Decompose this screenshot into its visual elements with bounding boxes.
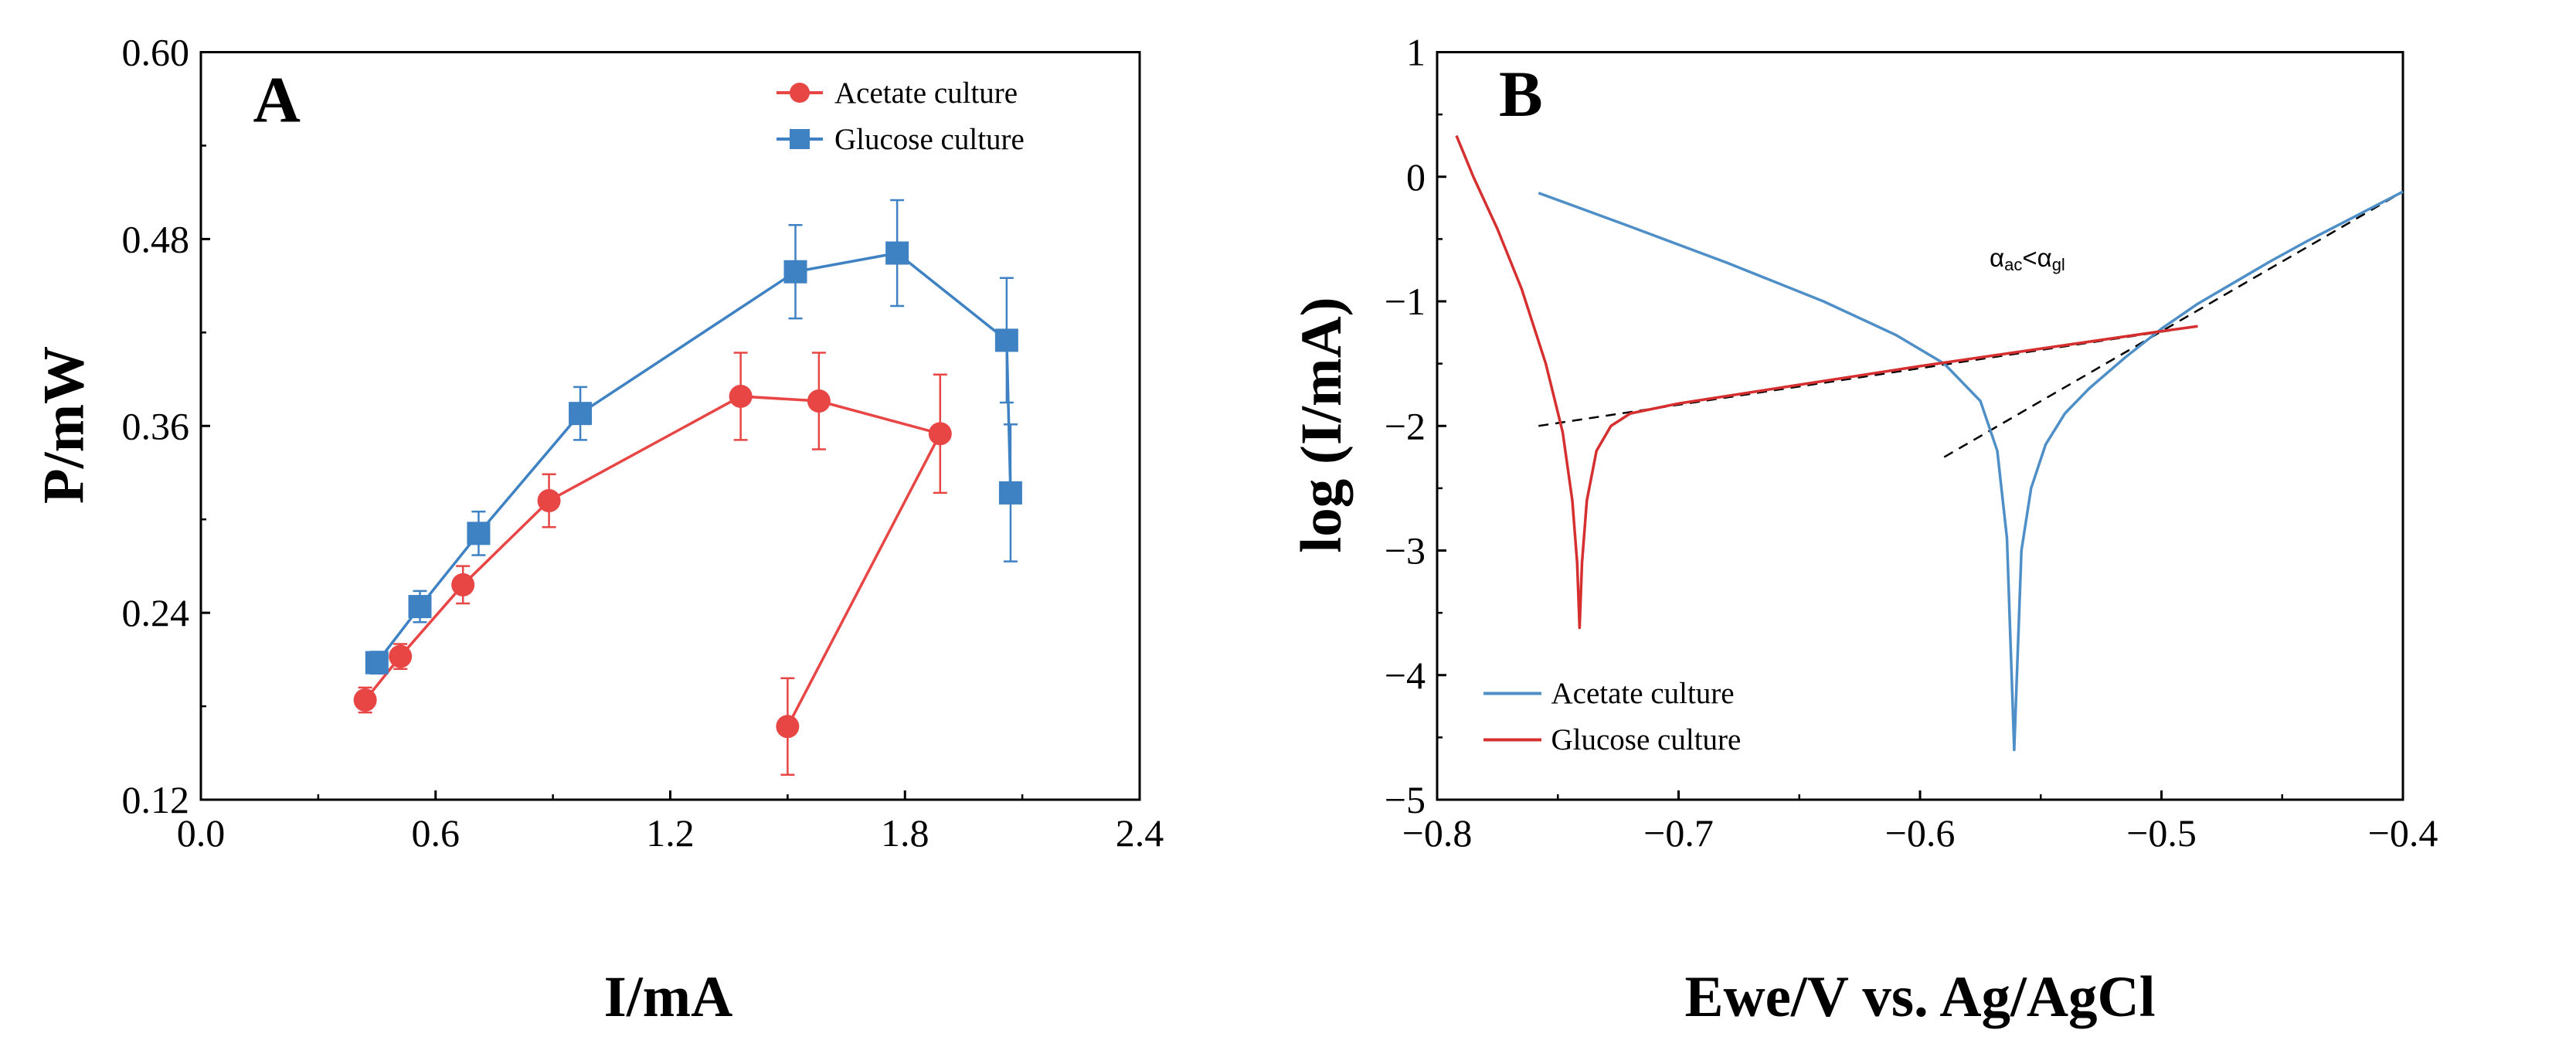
- panel-b-xtick-label: −0.8: [1402, 811, 1473, 855]
- series-glucose-point: [783, 260, 807, 284]
- series-acetate-point: [353, 688, 377, 712]
- legend-b-acetate-label: Acetate culture: [1551, 677, 1735, 710]
- panel-a-ytick-label: 0.36: [122, 404, 190, 447]
- legend-a-glucose-label: Glucose culture: [834, 123, 1025, 156]
- panel-a-ytick-label: 0.12: [122, 778, 190, 821]
- legend-b-glucose-label: Glucose culture: [1551, 723, 1742, 756]
- series-acetate-line: [364, 395, 943, 728]
- panel-b-tafel-fit-lines: [1538, 191, 2404, 458]
- panel-a-legend: Acetate culture Glucose culture: [777, 76, 1025, 156]
- legend-a-acetate-marker: [790, 83, 810, 103]
- series-glucose-point: [994, 328, 1018, 352]
- panel-a-ytick-label: 0.60: [122, 31, 190, 74]
- panel-b-xtick-label: −0.7: [1643, 811, 1714, 855]
- panel-a-series: [353, 199, 1022, 776]
- panel-a-ylabel: P/mW: [32, 346, 97, 504]
- panel-b-ytick-label: 1: [1406, 31, 1426, 74]
- alpha-sub-gl: gl: [2052, 255, 2065, 274]
- panel-a-ytick-label: 0.48: [122, 217, 190, 260]
- panel-a-xtick-label: 2.4: [1116, 811, 1164, 855]
- tafel-acetate-curve: [1538, 190, 2404, 752]
- series-glucose-point: [467, 522, 491, 545]
- panel-b-ytick-label: −3: [1385, 529, 1426, 573]
- panel-b-ytick-label: −5: [1385, 778, 1426, 821]
- panel-a-xtick-label: 0.6: [412, 811, 460, 855]
- panel-b-xtick-label: −0.5: [2126, 811, 2197, 855]
- panel-a-xtick-label: 1.2: [646, 811, 695, 855]
- legend-a-acetate-label: Acetate culture: [834, 76, 1018, 110]
- panel-b-xtick-label: −0.6: [1885, 811, 1956, 855]
- series-acetate-point: [776, 715, 800, 739]
- series-acetate-point: [807, 389, 831, 413]
- series-acetate-point: [729, 384, 753, 408]
- panel-b-ticks: −0.8 −0.7 −0.6 −0.5 −0.4 −5 −4 −3 −2 −1 0 1: [1385, 31, 2438, 855]
- alpha-symbol-1: α: [1990, 243, 2004, 272]
- tafel-fit-line-2: [1943, 191, 2404, 458]
- alpha-sub-ac: ac: [2004, 255, 2022, 274]
- panel-b-series: [1455, 134, 2404, 752]
- panel-b-ytick-label: −4: [1385, 654, 1426, 697]
- panel-b-legend: Acetate culture Glucose culture: [1483, 677, 1741, 756]
- series-glucose-line: [376, 251, 1012, 664]
- panel-a-chart: 0.0 0.6 1.2 1.8 2.4 0.12 0.24 0.36 0.48 0.60 A I/…: [32, 31, 1164, 1030]
- tafel-glucose-curve: [1455, 134, 2198, 630]
- series-acetate-point: [537, 489, 561, 512]
- panel-b-ylabel: log (I/mA): [1290, 297, 1354, 552]
- series-acetate-point: [451, 573, 475, 596]
- panel-b-xtick-label: −0.4: [2368, 811, 2438, 855]
- panel-b-ytick-label: −2: [1385, 404, 1426, 447]
- legend-a-glucose-marker: [790, 129, 810, 149]
- panel-a-label: A: [253, 64, 301, 137]
- alpha-annotation: αac<αgl: [1990, 243, 2065, 274]
- panel-b-axes: [1436, 51, 2404, 801]
- panel-a-xlabel: I/mA: [604, 965, 733, 1029]
- series-glucose-point: [885, 241, 909, 265]
- panel-b-chart: −0.8 −0.7 −0.6 −0.5 −0.4 −5 −4 −3 −2 −1 0 1 B Ewe/V…: [1290, 31, 2438, 1030]
- panel-a-ytick-label: 0.24: [122, 591, 190, 634]
- panel-a-axes: [199, 51, 1141, 801]
- panel-b-ytick-label: −1: [1385, 280, 1426, 323]
- panel-a-xtick-label: 1.8: [881, 811, 929, 855]
- series-acetate-point: [389, 644, 413, 668]
- series-acetate-point: [928, 422, 952, 446]
- series-glucose-point: [365, 651, 389, 675]
- series-glucose-point: [569, 402, 593, 426]
- alpha-less-than: <α: [2022, 243, 2051, 272]
- panel-b-label-text: B: [1499, 58, 1543, 131]
- series-glucose-point: [998, 481, 1022, 505]
- panel-b-xlabel: Ewe/V vs. Ag/AgCl: [1684, 965, 2155, 1029]
- series-glucose-point: [408, 595, 432, 619]
- panel-b-ytick-label: 0: [1406, 155, 1426, 199]
- panel-a-plot-frame: [199, 51, 1141, 801]
- panel-a-ticks: 0.0 0.6 1.2 1.8 2.4 0.12 0.24 0.36 0.48 0.60: [122, 31, 1164, 855]
- panel-a-xtick-label: 0.0: [177, 811, 226, 855]
